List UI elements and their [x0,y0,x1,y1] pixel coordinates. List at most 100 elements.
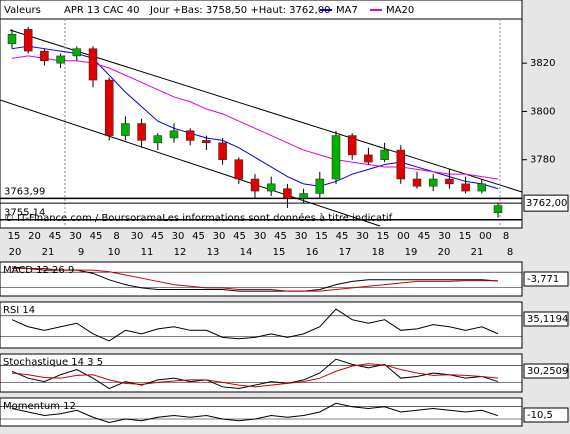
candle-body [218,142,227,160]
candle-body [153,135,163,144]
value-box [523,311,569,327]
x-tick-label: 30 [69,231,82,242]
axis-layer: 3762,00 3780 3800 3820 [522,58,569,212]
indicator-title: RSI 14 [3,305,35,316]
legend-label: MA7 [336,5,358,16]
menu[interactable]: Valeurs [4,5,41,16]
candle-body [7,33,17,45]
main-plot [0,18,523,229]
x-tick-label: 20 [438,247,451,258]
x-tick-label: 21 [471,247,484,258]
indicator-value: 35,1194 [527,314,568,325]
indicator-line [11,358,499,390]
x-tick-label: 45 [90,231,103,242]
candle-body [380,149,389,160]
copyright: © IT-Finance.com / BoursoramaLes informa… [4,212,393,224]
candle-body [315,178,325,194]
x-tick-label: 20 [28,231,41,242]
candle-body [202,140,211,144]
x-tick-label: 15 [315,231,328,242]
x-tick-label: 11 [141,247,154,258]
x-tick-label: 13 [207,247,220,258]
indicator-title: Stochastique 14 3 5 [3,357,103,368]
symbol: APR 13 CAC 40 [64,5,139,16]
candle-body [121,123,130,136]
x-tick-label: 8 [507,247,513,258]
x-tick-label: 30 [131,231,144,242]
x-tick-label: 30 [438,231,451,242]
legend-label: MA20 [386,5,414,16]
candle-body [477,183,487,192]
candle-body [428,178,438,187]
y-tick-label: 3800 [530,106,555,117]
candle-body [445,178,454,185]
candle-body [137,123,146,141]
main-layer: 3763,99 3755,14 [0,26,522,221]
x-tick-label: 15 [459,231,472,242]
indicator-line [12,267,499,292]
x-tick-label: 30 [213,231,226,242]
x-tick-label: 20 [9,247,22,258]
candle-body [493,205,503,214]
indicator-panel [0,261,523,297]
x-tick-label: 18 [372,247,385,258]
x-tick-label: 45 [233,231,246,242]
x-tick-label: 15 [377,231,390,242]
day-range: Jour +Bas: 3758,50 +Haut: 3762,00 [149,5,331,16]
value-box [523,363,569,379]
x-tick-label: 00 [397,231,410,242]
candle-body [364,154,373,163]
x-tick-label: 8 [503,231,509,242]
x-tick-label: 45 [49,231,62,242]
candle-body [266,183,276,192]
y-tick-label: 3820 [530,58,555,69]
candle-body [88,48,98,81]
candle-body [250,178,260,192]
candle-body [299,193,308,199]
candle-body [104,79,114,136]
candle-body [169,130,179,139]
x-tick-label: 30 [295,231,308,242]
x-tick-label: 45 [151,231,164,242]
candle-body [331,135,341,180]
indicator-line [11,363,499,388]
x-tick-label: 19 [405,247,418,258]
x-tick-label: 21 [42,247,55,258]
x-tick-label: 9 [78,247,84,258]
indicator-value: -10,5 [527,410,553,421]
candle-body [396,149,406,180]
indicator-value: -3,771 [527,274,559,285]
indicator-title: MACD 12 26 9 [3,265,74,276]
x-tick-label: 14 [240,247,253,258]
candle-body [185,130,195,141]
level-label: 3755,14 [4,208,45,219]
indicator-line [11,266,499,292]
x-tick-label: 17 [339,247,352,258]
last-box [523,194,569,212]
x-tick-label: 45 [192,231,205,242]
x-tick-label: 00 [479,231,492,242]
indicator-title: Momentum 12 [3,401,76,412]
x-tick-label: 30 [356,231,369,242]
x-tick-label: 30 [172,231,185,242]
x-tick-label: 10 [108,247,121,258]
x-tick-label: 15 [273,247,286,258]
level-label: 3763,99 [4,186,45,197]
indicator-panel [0,397,523,427]
x-tick-label: 12 [174,247,187,258]
x-tick-label: 45 [274,231,287,242]
indicator-line [11,402,499,424]
candle-body [234,159,244,180]
candle-body [72,48,82,57]
candle-body [23,29,33,52]
indicator-panel [0,301,523,349]
value-box [523,271,569,287]
value-box [523,407,569,423]
x-tick-label: 16 [306,247,319,258]
x-tick-label: 15 [8,231,21,242]
x-tick-label: 45 [418,231,431,242]
candle-body [347,135,357,156]
indicator-value: 30,2509 [527,366,568,377]
